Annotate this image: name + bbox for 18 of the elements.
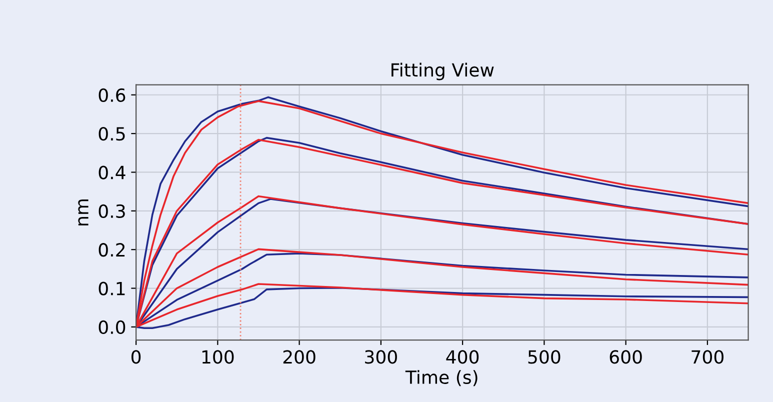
y-tick-label: 0.6 <box>98 88 126 102</box>
x-tick-label: 600 <box>610 350 642 364</box>
chart-title: Fitting View <box>392 62 494 80</box>
x-tick-label: 200 <box>283 350 316 364</box>
y-tick-label: 0.2 <box>98 243 125 257</box>
x-tick-label: 500 <box>528 350 560 364</box>
y-tick-label: 0.0 <box>98 320 126 334</box>
x-tick-label: 300 <box>365 350 397 364</box>
x-axis-title: Time (s) <box>405 370 478 386</box>
y-axis-title: nm <box>78 199 88 226</box>
x-tick-label: 400 <box>446 350 479 364</box>
y-tick-label: 0.4 <box>98 166 126 180</box>
y-tick-label: 0.1 <box>98 282 125 296</box>
x-tick-label: 700 <box>692 350 724 364</box>
x-tick-label: 100 <box>202 350 234 364</box>
y-tick-label: 0.5 <box>98 127 125 141</box>
y-tick-label: 0.3 <box>98 204 125 218</box>
x-tick-label: 0 <box>131 350 141 364</box>
